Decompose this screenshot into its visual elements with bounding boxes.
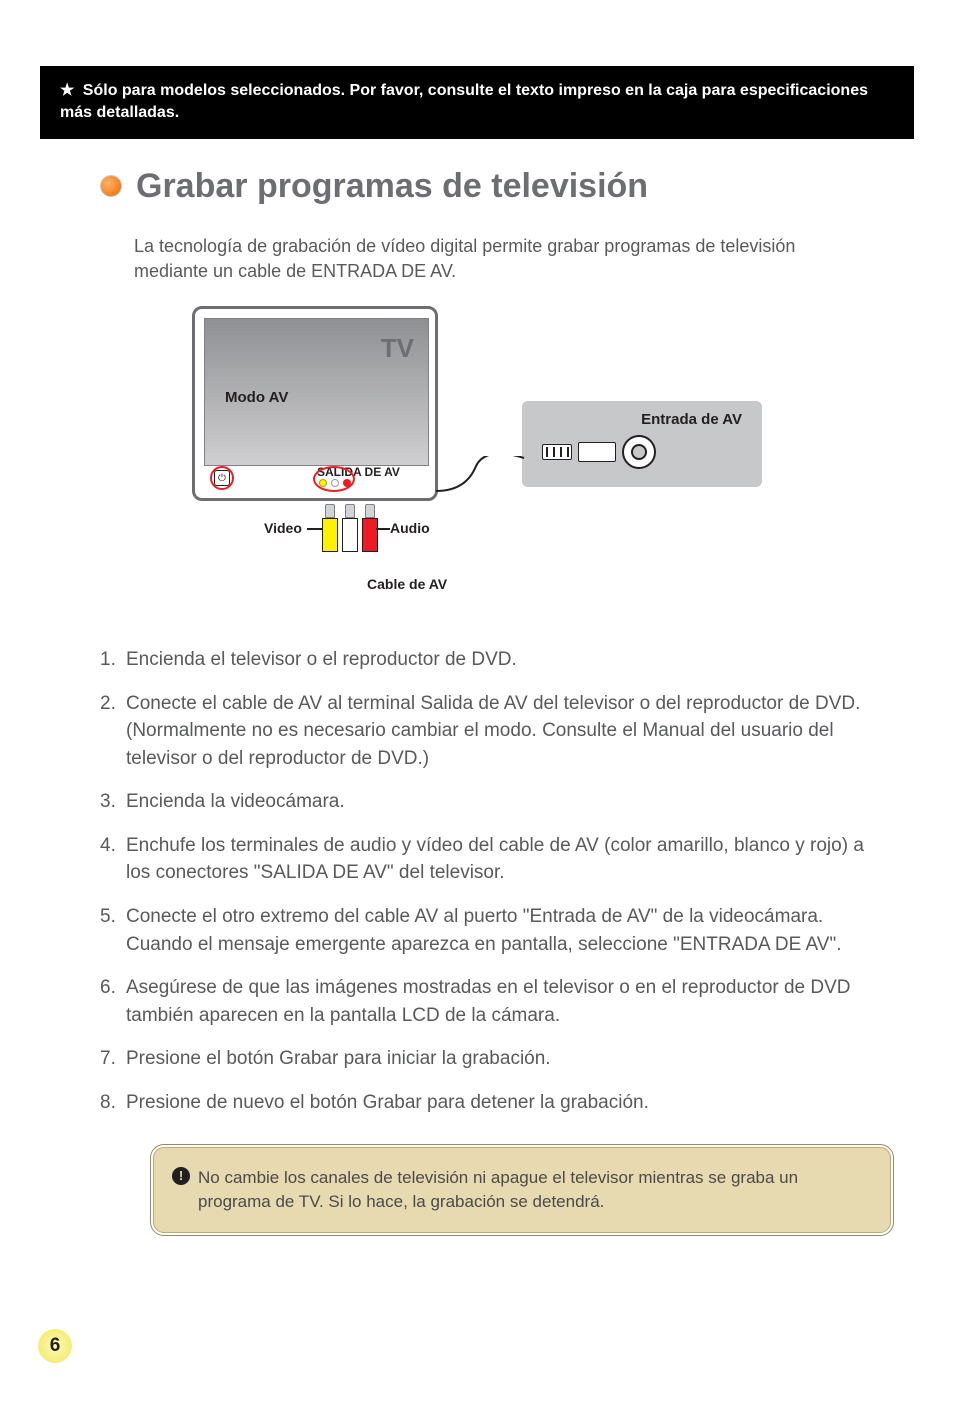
camcorder-device: Entrada de AV (522, 401, 762, 487)
step-5: 5.Conecte el otro extremo del cable AV a… (100, 903, 874, 958)
highlight-circle-power (210, 466, 234, 490)
entrada-label: Entrada de AV (641, 411, 742, 428)
warning-note-inner: ! No cambie los canales de televisión ni… (153, 1147, 891, 1233)
star-icon: ★ (60, 82, 74, 99)
cable-path (436, 456, 526, 506)
heading-text: Grabar programas de televisión (136, 167, 648, 206)
plug-white (342, 504, 358, 554)
tv-screen: TV Modo AV SALIDA DE AV (204, 318, 429, 466)
page-number-badge: 6 (38, 1329, 72, 1363)
bullet-icon (100, 175, 122, 197)
banner-text: Sólo para modelos seleccionados. Por fav… (60, 82, 868, 121)
warning-text: No cambie los canales de televisión ni a… (198, 1166, 870, 1214)
section-heading: Grabar programas de televisión (100, 167, 914, 206)
av-plugs (322, 504, 378, 554)
tv-device: TV Modo AV SALIDA DE AV ⏻ (192, 306, 438, 501)
camcorder-lens (622, 435, 656, 469)
modo-av-label: Modo AV (225, 389, 288, 406)
audio-line (376, 528, 390, 530)
camcorder-mid (578, 442, 616, 462)
selected-models-banner: ★ Sólo para modelos seleccionados. Por f… (40, 66, 914, 139)
warning-note: ! No cambie los canales de televisión ni… (150, 1144, 894, 1236)
cable-label: Cable de AV (367, 576, 447, 592)
step-7: 7.Presione el botón Grabar para iniciar … (100, 1045, 874, 1073)
tv-label: TV (381, 333, 414, 364)
step-2: 2.Conecte el cable de AV al terminal Sal… (100, 690, 874, 773)
step-8: 8.Presione de nuevo el botón Grabar para… (100, 1089, 874, 1117)
plug-yellow (322, 504, 338, 554)
camcorder-grip (542, 444, 572, 460)
audio-label: Audio (390, 520, 430, 536)
warning-icon: ! (172, 1167, 190, 1185)
video-line (307, 528, 323, 530)
step-3: 3.Encienda la videocámara. (100, 788, 874, 816)
step-6: 6.Asegúrese de que las imágenes mostrada… (100, 974, 874, 1029)
video-label: Video (264, 520, 302, 536)
camcorder-body (542, 435, 656, 469)
step-1: 1.Encienda el televisor o el reproductor… (100, 646, 874, 674)
connection-diagram: TV Modo AV SALIDA DE AV ⏻ Entrada de AV … (192, 306, 762, 616)
instruction-steps: 1.Encienda el televisor o el reproductor… (100, 646, 874, 1116)
intro-paragraph: La tecnología de grabación de vídeo digi… (134, 234, 854, 284)
highlight-circle-av (313, 466, 355, 492)
step-4: 4.Enchufe los terminales de audio y víde… (100, 832, 874, 887)
